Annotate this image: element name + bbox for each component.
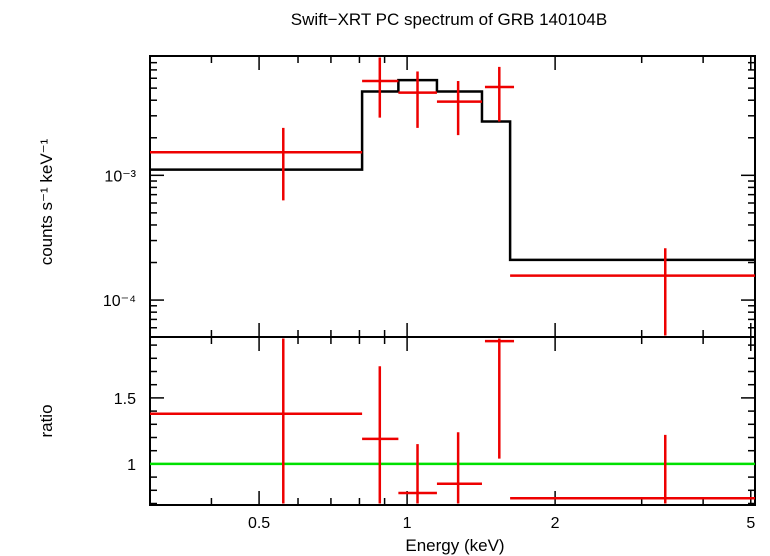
ratio-y-tick-label: 1.5 (114, 391, 136, 408)
spectrum-data-point (484, 66, 515, 122)
spectrum-y-tick-label: 10⁻⁴ (103, 293, 136, 310)
ratio-y-tick-label: 1 (127, 457, 136, 474)
ratio-data-point (510, 434, 755, 504)
spectrum-data-point (398, 71, 437, 128)
x-tick-label: 5 (746, 515, 755, 532)
ratio-panel: 11.5 (114, 336, 756, 506)
x-axis-label: Energy (keV) (405, 536, 504, 555)
spectrum-data-point (510, 248, 755, 336)
model-step-line (150, 78, 755, 262)
ratio-frame (149, 336, 756, 506)
x-tick-label: 0.5 (248, 515, 270, 532)
spectrum-data-point (150, 127, 363, 201)
x-axis: 0.5 1 2 5 (248, 515, 755, 532)
ratio-data-point (362, 366, 399, 504)
spectrum-y-axis-label: counts s⁻¹ keV⁻¹ (37, 138, 56, 265)
x-tick-label: 2 (551, 515, 560, 532)
ratio-y-axis-label: ratio (37, 404, 56, 437)
x-tick-label: 1 (403, 515, 412, 532)
chart-title: Swift−XRT PC spectrum of GRB 140104B (291, 10, 607, 29)
spectrum-data-point (362, 57, 399, 118)
spectrum-y-tick-label: 10⁻³ (104, 168, 136, 185)
ratio-data-point (484, 338, 515, 459)
spectrum-data-point (436, 81, 482, 136)
ratio-data-point (398, 444, 437, 504)
ratio-data-point (150, 338, 363, 504)
ratio-data-point (436, 432, 482, 504)
spectrum-panel: 10⁻³ 10⁻⁴ (103, 55, 756, 338)
